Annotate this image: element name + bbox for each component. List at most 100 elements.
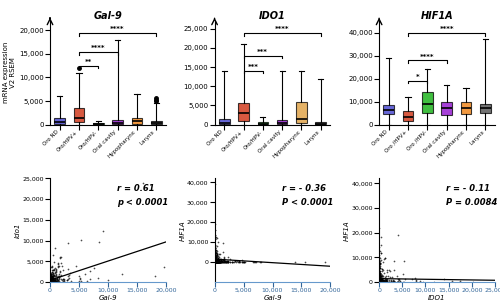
Point xyxy=(236,260,244,264)
Point xyxy=(375,280,383,284)
Point xyxy=(48,278,56,283)
Point xyxy=(379,279,387,283)
Point xyxy=(212,260,220,264)
Point xyxy=(47,279,55,284)
Point xyxy=(376,280,384,284)
Point xyxy=(381,279,389,283)
Point xyxy=(47,275,55,280)
Point xyxy=(211,258,219,263)
Point xyxy=(211,259,219,264)
Point xyxy=(48,278,56,282)
Point xyxy=(217,258,225,263)
Point xyxy=(211,260,219,264)
Point xyxy=(48,278,56,283)
Point xyxy=(210,236,218,241)
Point xyxy=(52,272,60,276)
Point xyxy=(215,260,223,264)
Point xyxy=(49,278,57,282)
Point xyxy=(376,262,384,267)
Point xyxy=(224,260,232,264)
Point xyxy=(376,274,384,278)
Point xyxy=(376,279,384,284)
Point xyxy=(399,279,407,284)
Point xyxy=(46,279,54,284)
Point xyxy=(376,277,384,282)
Point xyxy=(378,280,386,284)
Point xyxy=(46,279,54,283)
Point xyxy=(212,258,220,263)
Point xyxy=(212,260,220,265)
Point xyxy=(212,260,220,264)
Point xyxy=(375,279,383,284)
Point xyxy=(210,257,218,262)
Point xyxy=(46,279,54,284)
Point xyxy=(46,276,54,281)
Point xyxy=(375,274,383,278)
Point xyxy=(211,252,219,257)
Point xyxy=(212,260,220,264)
X-axis label: IDO1: IDO1 xyxy=(428,295,446,300)
Point xyxy=(211,258,219,263)
Point xyxy=(210,260,218,264)
Point xyxy=(216,252,224,257)
Point xyxy=(50,273,58,278)
Point xyxy=(250,260,258,264)
Point xyxy=(210,257,218,262)
Point xyxy=(377,280,385,284)
Point xyxy=(49,276,57,281)
Point xyxy=(376,280,384,284)
Point xyxy=(212,260,220,264)
Point xyxy=(214,259,222,264)
Point xyxy=(383,280,391,284)
Point xyxy=(213,260,221,264)
Point xyxy=(48,279,56,283)
Point xyxy=(376,279,384,284)
Point xyxy=(212,260,220,264)
Point xyxy=(212,259,220,264)
Point xyxy=(46,277,54,282)
Point xyxy=(376,275,384,280)
Point xyxy=(47,276,55,281)
Point xyxy=(378,278,386,283)
Point xyxy=(213,260,221,264)
Point xyxy=(376,279,384,284)
Point xyxy=(210,257,218,262)
Point xyxy=(380,279,388,284)
Point xyxy=(48,276,56,281)
Point xyxy=(46,278,54,283)
Point xyxy=(46,279,54,284)
Point xyxy=(376,278,384,283)
Point xyxy=(46,279,54,284)
PathPatch shape xyxy=(74,108,85,122)
Point xyxy=(376,280,384,284)
Point xyxy=(224,254,232,259)
Point xyxy=(46,280,54,284)
Point xyxy=(214,260,222,264)
Point xyxy=(211,260,219,264)
Point xyxy=(46,278,54,282)
Point xyxy=(376,279,384,284)
Point xyxy=(48,272,56,277)
Point xyxy=(94,275,102,280)
Point xyxy=(46,278,54,283)
Point xyxy=(394,277,402,282)
Point xyxy=(211,260,219,264)
Point xyxy=(375,266,383,270)
Point xyxy=(228,260,236,264)
Point xyxy=(376,273,384,278)
Point xyxy=(210,258,218,263)
Point xyxy=(46,273,54,278)
Point xyxy=(212,259,220,264)
Point xyxy=(378,276,386,280)
Point xyxy=(211,260,219,264)
Point xyxy=(377,251,385,256)
Point xyxy=(46,280,54,284)
Point xyxy=(212,256,220,260)
Point xyxy=(376,268,384,273)
Point xyxy=(380,280,388,284)
Point xyxy=(211,259,219,264)
Point xyxy=(54,279,62,284)
Point xyxy=(376,280,384,284)
Point xyxy=(47,274,55,279)
Point xyxy=(211,259,219,264)
